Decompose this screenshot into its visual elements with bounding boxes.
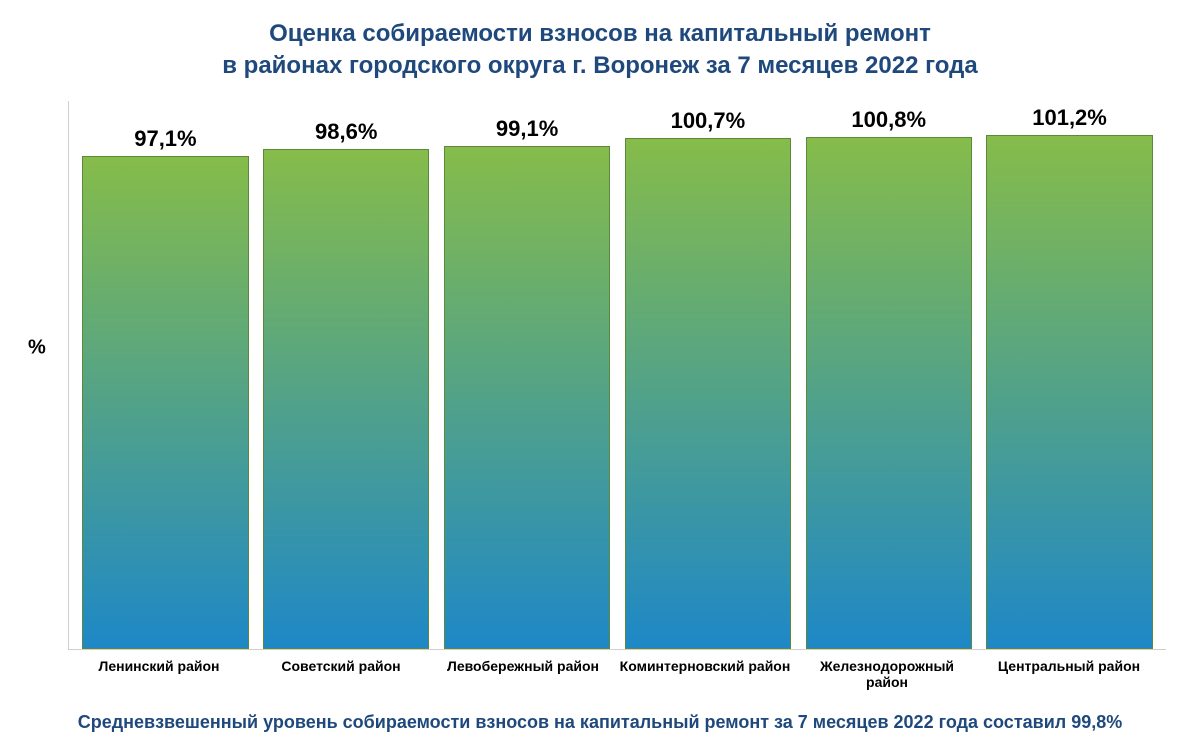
bar — [806, 137, 972, 649]
x-axis-label: Железнодорожный район — [796, 658, 978, 690]
bar — [625, 138, 791, 649]
bar — [82, 156, 248, 649]
bar-column: 97,1% — [75, 101, 256, 649]
bars-container: 97,1% 98,6% 99,1% 100,7% 100,8% 101,2% — [69, 101, 1166, 649]
x-axis-labels: Ленинский районСоветский районЛевобережн… — [68, 658, 1160, 690]
chart-title-line2: в районах городского округа г. Воронеж з… — [30, 50, 1170, 82]
bar-column: 99,1% — [437, 101, 618, 649]
bar-value-label: 100,8% — [851, 107, 926, 133]
bar-value-label: 100,7% — [671, 108, 746, 134]
bar — [986, 135, 1152, 649]
x-axis-label: Коминтерновский район — [614, 658, 796, 690]
x-axis-label: Центральный район — [978, 658, 1160, 690]
bar-value-label: 97,1% — [134, 126, 196, 152]
x-axis-label: Советский район — [250, 658, 432, 690]
chart-area: % 97,1% 98,6% 99,1% 100,7% 100,8% 101,2% — [30, 101, 1170, 650]
x-axis-label: Левобережный район — [432, 658, 614, 690]
bar-value-label: 99,1% — [496, 116, 558, 142]
bar-column: 98,6% — [256, 101, 437, 649]
plot-area: 97,1% 98,6% 99,1% 100,7% 100,8% 101,2% — [68, 101, 1166, 650]
bar-value-label: 98,6% — [315, 119, 377, 145]
chart-title-line1: Оценка собираемости взносов на капитальн… — [30, 18, 1170, 50]
x-axis-label: Ленинский район — [68, 658, 250, 690]
bar — [263, 149, 429, 650]
bar-column: 100,8% — [798, 101, 979, 649]
footer-summary: Средневзвешенный уровень собираемости вз… — [30, 712, 1170, 733]
chart-title: Оценка собираемости взносов на капитальн… — [30, 18, 1170, 83]
bar — [444, 146, 610, 649]
bar-value-label: 101,2% — [1032, 105, 1107, 131]
y-axis-label: % — [28, 336, 46, 359]
bar-column: 100,7% — [617, 101, 798, 649]
bar-column: 101,2% — [979, 101, 1160, 649]
